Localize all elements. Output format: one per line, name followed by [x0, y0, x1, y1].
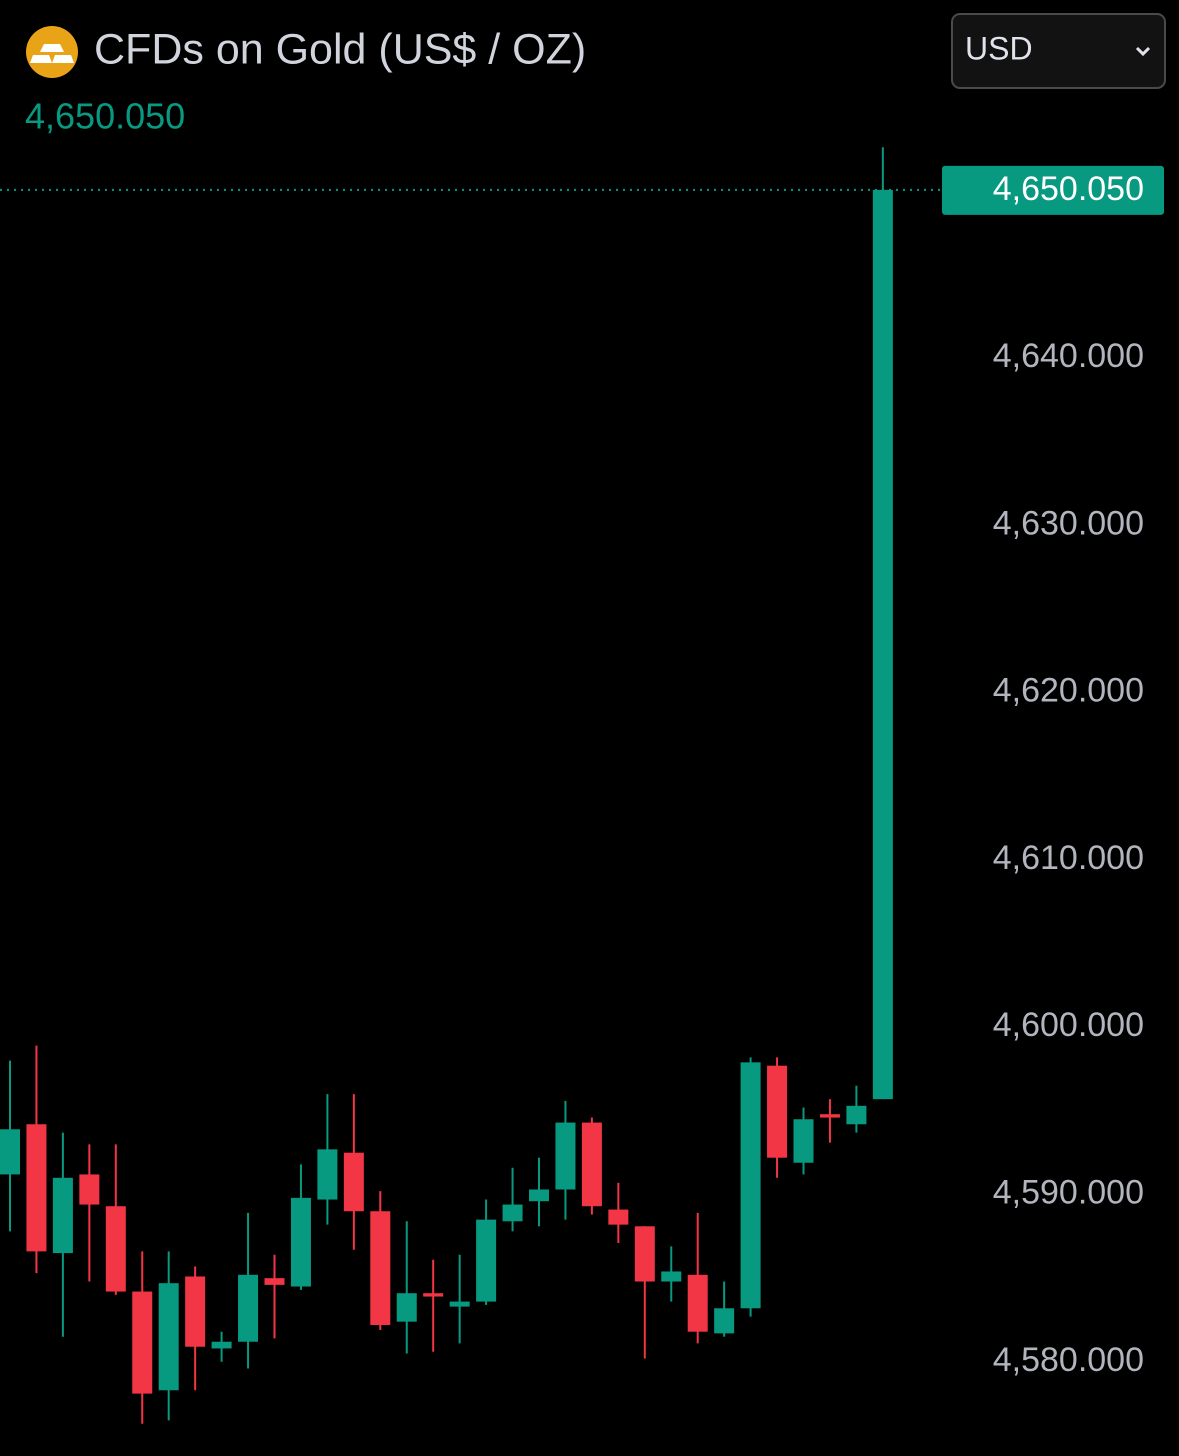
candle [396, 1221, 417, 1354]
candle-body [132, 1291, 153, 1394]
y-tick-label: 4,600.000 [993, 1006, 1144, 1044]
current-price: 4,650.050 [25, 96, 185, 137]
candle [581, 1117, 602, 1215]
candle-body [52, 1177, 73, 1254]
candle-body [529, 1189, 549, 1202]
candle-body [396, 1293, 417, 1322]
candle-body [793, 1119, 814, 1163]
candle [767, 1057, 788, 1178]
candle-body [714, 1308, 735, 1334]
candle [872, 147, 893, 1100]
candle [634, 1226, 655, 1359]
candle-body [767, 1065, 788, 1158]
candle [476, 1199, 497, 1305]
candle [317, 1094, 338, 1225]
candle-body [476, 1219, 497, 1302]
currency-select[interactable]: USD [951, 13, 1166, 89]
candle-body [185, 1276, 206, 1347]
candle-body [581, 1122, 602, 1207]
candle [423, 1259, 444, 1352]
candle-body [740, 1062, 761, 1309]
candle-body [687, 1274, 708, 1332]
candle [819, 1099, 840, 1143]
candle [661, 1246, 682, 1302]
candle-body [343, 1152, 364, 1212]
candle [502, 1167, 523, 1232]
candle [740, 1057, 761, 1317]
candle [687, 1212, 708, 1344]
candle [105, 1144, 126, 1295]
candle-body [317, 1149, 338, 1200]
candle-body [158, 1283, 179, 1391]
candle-body [449, 1301, 470, 1307]
candle-body [264, 1278, 285, 1285]
candle [52, 1132, 73, 1337]
candle [26, 1045, 47, 1274]
candle [793, 1107, 814, 1175]
candle [529, 1157, 549, 1227]
candle-body [872, 189, 893, 1100]
candle [370, 1191, 391, 1331]
y-tick-label: 4,620.000 [993, 672, 1144, 710]
candle-body [555, 1122, 576, 1190]
candle [185, 1266, 206, 1391]
candle-body [608, 1209, 629, 1225]
y-tick-label: 4,610.000 [993, 839, 1144, 877]
candle-body [105, 1206, 126, 1292]
candle-body [846, 1105, 867, 1125]
candle-body [26, 1124, 47, 1252]
candle-body [238, 1274, 259, 1342]
candle [0, 1060, 20, 1232]
y-tick-label: 4,640.000 [993, 337, 1144, 375]
candle-body [290, 1197, 311, 1287]
candle [290, 1164, 311, 1290]
candle [264, 1254, 285, 1339]
candle-body [819, 1114, 840, 1118]
candle-body [0, 1129, 20, 1175]
candle-body [661, 1271, 682, 1282]
title: CFDs on Gold (US$ / OZ) [94, 25, 586, 73]
candle [343, 1094, 364, 1250]
candle [555, 1100, 576, 1220]
currency-label: USD [965, 30, 1033, 66]
candle-body [634, 1226, 655, 1282]
candle-body [502, 1204, 523, 1222]
candle [608, 1182, 629, 1244]
candle [158, 1251, 179, 1421]
last-price-badge [942, 165, 1164, 215]
candle [846, 1085, 867, 1133]
y-tick-label: 4,590.000 [993, 1173, 1144, 1211]
candle [132, 1251, 153, 1424]
candle [449, 1254, 470, 1344]
candle [79, 1144, 100, 1282]
candle [714, 1281, 735, 1337]
candle [238, 1212, 259, 1369]
candle-body [79, 1174, 100, 1205]
candle-body [370, 1211, 391, 1326]
y-tick-label: 4,630.000 [993, 504, 1144, 542]
candle-body [211, 1341, 232, 1349]
gold-icon [26, 26, 78, 78]
candle-body [423, 1293, 444, 1297]
y-tick-label: 4,580.000 [993, 1341, 1144, 1379]
last-price-label: 4,650.050 [993, 170, 1144, 208]
candle [211, 1331, 232, 1362]
